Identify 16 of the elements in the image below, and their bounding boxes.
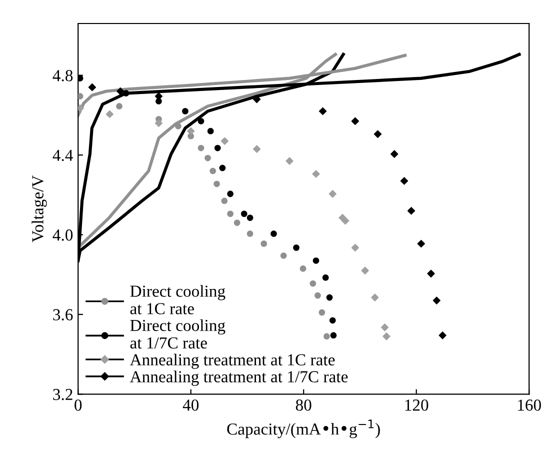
x-tick-label: 120 <box>405 399 428 411</box>
x-axis-title: Capacity/(mA•h•g$^{−1}$) <box>227 420 380 438</box>
x-tick-label: 80 <box>296 399 312 411</box>
legend-label: Direct cooling at 1/7C rate <box>130 319 226 349</box>
x-tick-label: 0 <box>74 399 82 411</box>
y-tick-label: 4.0 <box>52 229 73 241</box>
legend-label: Annealing treatment at 1/7C rate <box>130 370 348 386</box>
y-tick-label: 4.4 <box>52 150 73 162</box>
y-tick-label: 3.2 <box>53 388 72 400</box>
legend-label: Annealing treatment at 1C rate <box>130 354 335 369</box>
x-tick-label: 160 <box>518 399 541 411</box>
x-tick-label: 40 <box>182 399 199 411</box>
y-tick-label: 4.8 <box>52 70 73 82</box>
y-axis-title: Voltage/V <box>32 175 47 242</box>
y-tick-label: 3.6 <box>53 309 73 320</box>
legend-label: Direct cooling at 1C rate <box>130 285 226 314</box>
